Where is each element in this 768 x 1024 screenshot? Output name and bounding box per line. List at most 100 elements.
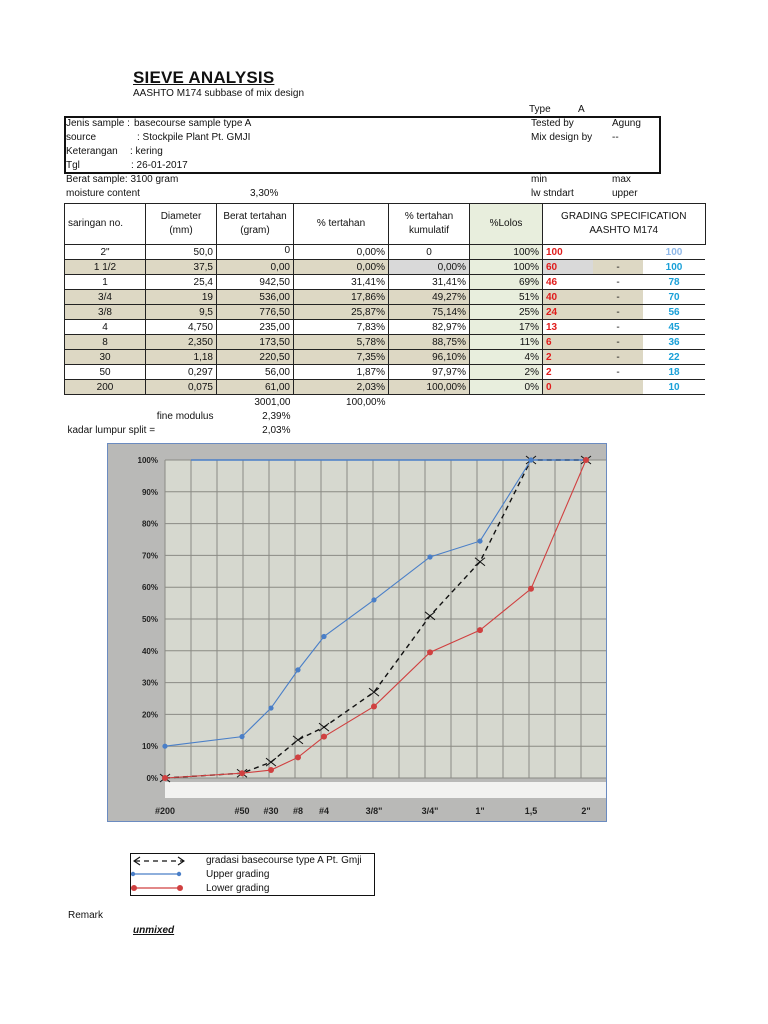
keterangan-value: : kering bbox=[130, 146, 163, 157]
x-tick-label: 3/4" bbox=[422, 806, 439, 816]
cell-spec-dash: - bbox=[593, 319, 643, 335]
cell-diameter: 50,0 bbox=[145, 244, 217, 260]
y-tick-label: 30% bbox=[142, 679, 158, 688]
table-row: 50 0,297 56,00 1,87% 97,97% 2% 2-18 bbox=[64, 364, 705, 380]
cell-spec-max: 100 bbox=[643, 259, 705, 275]
cell-saringan: 3/8 bbox=[64, 304, 146, 320]
table-row: 4 4,750 235,00 7,83% 82,97% 17% 13-45 bbox=[64, 319, 705, 335]
cell-spec-dash: - bbox=[593, 304, 643, 320]
chart-plot: 0% 10% 20% 30% 40% 50% 60% 70% 80% 90% 100% #200 #50… bbox=[138, 455, 608, 816]
mix-design-label: Mix design by bbox=[531, 132, 593, 143]
cell-berat: 56,00 bbox=[216, 364, 294, 380]
cell-lolos: 25% bbox=[469, 304, 543, 320]
x-tick-label: #50 bbox=[234, 806, 249, 816]
cell-berat: 220,50 bbox=[216, 349, 294, 365]
cell-diameter: 2,350 bbox=[145, 334, 217, 350]
cell-spec-max: 18 bbox=[643, 364, 705, 380]
cell-lolos: 2% bbox=[469, 364, 543, 380]
kadar-lumpur-label: kadar lumpur split = bbox=[67, 424, 156, 436]
table-row: 200 0,075 61,00 2,03% 100,00% 0% 0 10 bbox=[64, 379, 705, 395]
chart-legend: gradasi basecourse type A Pt. Gmji Upper… bbox=[130, 853, 375, 896]
x-tick-label: 2" bbox=[581, 806, 590, 816]
cell-pct-kumulatif: 49,27% bbox=[388, 289, 470, 305]
header-grading-spec: GRADING SPECIFICATION AASHTO M174 bbox=[542, 203, 706, 245]
cell-pct-kumulatif: 0,00% bbox=[388, 259, 470, 275]
cell-berat: 173,50 bbox=[216, 334, 294, 350]
cell-diameter: 0,297 bbox=[145, 364, 217, 380]
table-row: 8 2,350 173,50 5,78% 88,75% 11% 6-36 bbox=[64, 334, 705, 350]
cell-spec-max: 100 bbox=[643, 244, 705, 260]
fine-modulus-value: 2,39% bbox=[262, 410, 291, 422]
min-label: min bbox=[531, 174, 548, 185]
cell-pct-kumulatif: 82,97% bbox=[388, 319, 470, 335]
total-pct: 100,00% bbox=[346, 396, 386, 408]
y-tick-label: 10% bbox=[142, 742, 158, 751]
y-tick-label: 20% bbox=[142, 710, 158, 719]
y-tick-label: 100% bbox=[138, 456, 158, 465]
cell-lolos: 11% bbox=[469, 334, 543, 350]
type-label: Type bbox=[529, 104, 551, 115]
x-tick-label: #4 bbox=[319, 806, 329, 816]
y-tick-label: 60% bbox=[142, 583, 158, 592]
page-subtitle: AASHTO M174 subbase of mix design bbox=[133, 88, 305, 99]
header-saringan: saringan no. bbox=[64, 203, 146, 245]
cell-saringan: 200 bbox=[64, 379, 146, 395]
x-tick-label: #30 bbox=[263, 806, 278, 816]
table-row: 1 25,4 942,50 31,41% 31,41% 69% 46-78 bbox=[64, 274, 705, 290]
cell-spec-min: 60 bbox=[542, 259, 593, 275]
table-row: 1 1/2 37,5 0,00 0,00% 0,00% 100% 60-100 bbox=[64, 259, 705, 275]
cell-lolos: 0% bbox=[469, 379, 543, 395]
cell-spec-min: 40 bbox=[542, 289, 593, 305]
cell-pct-kumulatif: 88,75% bbox=[388, 334, 470, 350]
type-value: A bbox=[578, 104, 585, 115]
x-tick-label: 3/8" bbox=[366, 806, 383, 816]
y-tick-label: 70% bbox=[142, 551, 158, 560]
cell-berat: 536,00 bbox=[216, 289, 294, 305]
cell-spec-dash: - bbox=[593, 289, 643, 305]
cell-saringan: 8 bbox=[64, 334, 146, 350]
jenis-value: basecourse sample type A bbox=[134, 118, 252, 129]
tgl-label: Tgl bbox=[66, 160, 80, 171]
cell-spec-max: 56 bbox=[643, 304, 705, 320]
cell-spec-max: 22 bbox=[643, 349, 705, 365]
cell-spec-max: 36 bbox=[643, 334, 705, 350]
cell-spec-dash bbox=[593, 244, 643, 260]
header-diameter: Diameter (mm) bbox=[145, 203, 217, 245]
y-tick-label: 0% bbox=[146, 774, 158, 783]
table-row: 3/8 9,5 776,50 25,87% 75,14% 25% 24-56 bbox=[64, 304, 705, 320]
keterangan-label: Keterangan bbox=[66, 146, 118, 157]
header-lolos: %Lolos bbox=[469, 203, 543, 245]
legend-item-lower: Lower grading bbox=[206, 883, 270, 894]
berat-sample: Berat sample: 3100 gram bbox=[66, 174, 179, 185]
cell-spec-dash: - bbox=[593, 274, 643, 290]
cell-pct-tertahan: 0,00% bbox=[293, 244, 389, 260]
cell-pct-tertahan: 31,41% bbox=[293, 274, 389, 290]
cell-pct-kumulatif: 0 bbox=[388, 244, 470, 260]
cell-berat: 942,50 bbox=[216, 274, 294, 290]
sample-info-box bbox=[64, 116, 661, 174]
cell-spec-max: 78 bbox=[643, 274, 705, 290]
cell-spec-min: 24 bbox=[542, 304, 593, 320]
cell-spec-min: 100 bbox=[542, 244, 593, 260]
tested-by-value: Agung bbox=[612, 118, 641, 129]
cell-diameter: 25,4 bbox=[145, 274, 217, 290]
cell-berat: 776,50 bbox=[216, 304, 294, 320]
table-header-row: saringan no. Diameter (mm) Berat tertahan… bbox=[64, 203, 706, 245]
fine-modulus-label: fine modulus bbox=[156, 410, 214, 422]
cell-diameter: 0,075 bbox=[145, 379, 217, 395]
cell-saringan: 30 bbox=[64, 349, 146, 365]
remark-value: unmixed bbox=[133, 925, 175, 936]
cell-diameter: 4,750 bbox=[145, 319, 217, 335]
cell-spec-min: 0 bbox=[542, 379, 593, 395]
cell-pct-kumulatif: 96,10% bbox=[388, 349, 470, 365]
cell-berat: 0,00 bbox=[216, 259, 294, 275]
cell-spec-dash: - bbox=[593, 334, 643, 350]
cell-pct-tertahan: 1,87% bbox=[293, 364, 389, 380]
sieve-table: saringan no. Diameter (mm) Berat tertahan… bbox=[64, 203, 706, 437]
cell-pct-kumulatif: 100,00% bbox=[388, 379, 470, 395]
cell-saringan: 4 bbox=[64, 319, 146, 335]
blank bbox=[65, 395, 217, 410]
mix-design-value: -- bbox=[612, 132, 619, 143]
cell-saringan: 2" bbox=[64, 244, 146, 260]
cell-spec-min: 13 bbox=[542, 319, 593, 335]
